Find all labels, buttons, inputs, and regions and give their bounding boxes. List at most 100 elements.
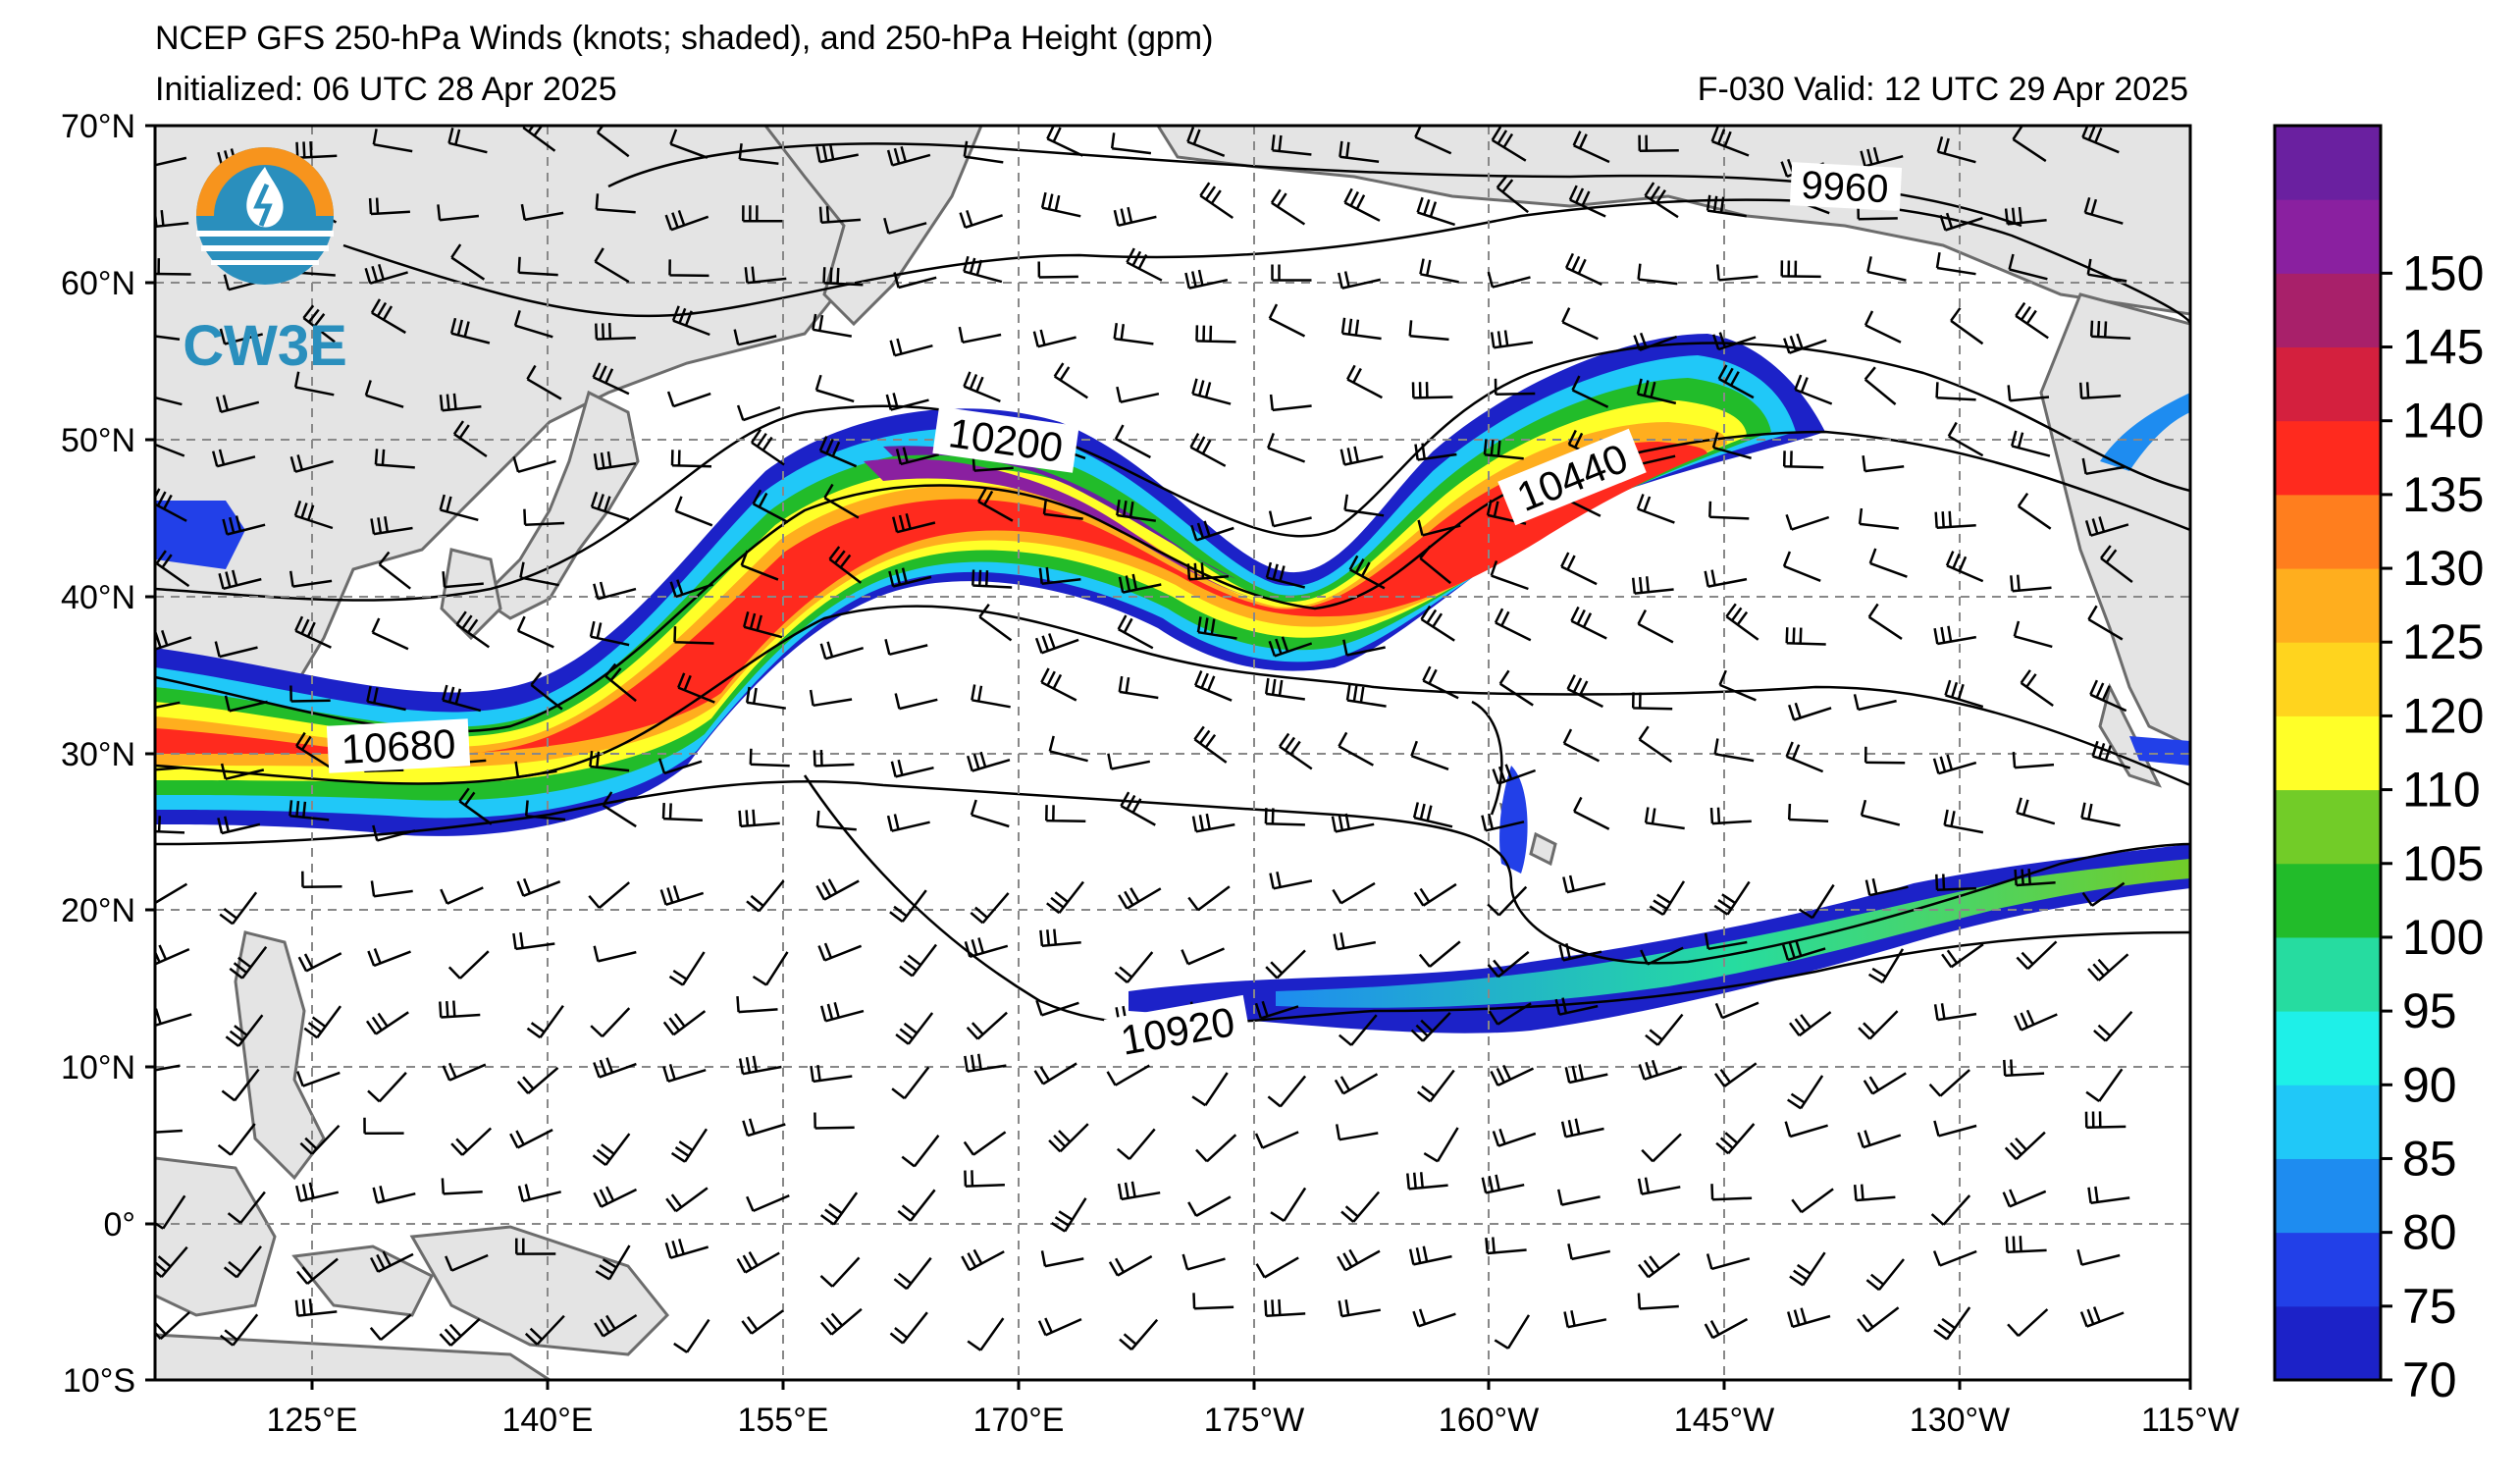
lon-tick-130w: 130°W	[1910, 1402, 2010, 1439]
wind-barb	[1195, 325, 1236, 344]
wind-barb	[2003, 1059, 2045, 1078]
wind-barb	[967, 751, 1011, 772]
wind-barb	[1564, 1064, 1608, 1085]
wind-barb	[1339, 446, 1384, 466]
wind-barb	[155, 944, 190, 966]
wind-barb	[964, 1053, 1007, 1073]
lon-tick-175w: 175°W	[1204, 1402, 1304, 1439]
lat-tick-40n: 40°N	[61, 579, 135, 616]
wind-barb	[1118, 887, 1162, 910]
wind-barb	[1713, 738, 1755, 763]
wind-barb	[509, 1128, 553, 1149]
wind-barb	[1264, 808, 1305, 826]
wind-barb	[1423, 1127, 1459, 1163]
wind-barb	[297, 952, 342, 973]
wind-barb	[1483, 439, 1524, 460]
wind-barb	[669, 129, 709, 159]
wind-barb	[1114, 951, 1154, 983]
wind-barb	[155, 1064, 181, 1072]
wind-barb	[301, 871, 342, 888]
wind-barb	[295, 731, 331, 768]
contour-label-box	[1497, 428, 1647, 526]
wind-barb	[2008, 253, 2048, 281]
wind-barb	[1040, 191, 1081, 218]
wind-barb	[1853, 694, 1897, 712]
wind-barb	[1190, 520, 1234, 542]
wind-barb	[1941, 943, 1984, 969]
wind-barb	[1928, 1069, 1970, 1097]
wind-barb	[963, 1131, 1007, 1156]
wind-barb	[1490, 1064, 1535, 1087]
wind-barb	[815, 810, 857, 831]
wind-barb	[819, 641, 865, 661]
wind-barb	[296, 1071, 341, 1087]
wind-barb	[367, 948, 411, 968]
wind-barb	[738, 809, 780, 828]
wind-barb	[1780, 260, 1821, 279]
wind-barb	[155, 381, 183, 406]
wind-barb	[817, 942, 863, 962]
wind-barb	[593, 1057, 637, 1079]
wind-barb	[2083, 196, 2124, 225]
wind-barb	[1264, 677, 1305, 701]
wind-barb	[1048, 735, 1088, 763]
wind-barb	[670, 450, 712, 468]
wind-barb	[439, 393, 482, 412]
wind-barb	[1348, 555, 1386, 590]
wind-barb	[516, 615, 554, 649]
wind-barb	[1270, 188, 1306, 226]
wind-barb	[1118, 573, 1162, 594]
wind-barb	[746, 1193, 790, 1213]
wind-barb	[1181, 1253, 1226, 1271]
wind-barb	[1338, 731, 1375, 767]
wind-barb	[303, 1005, 342, 1039]
wind-barb	[294, 1298, 338, 1317]
wind-barb	[1950, 307, 1984, 345]
wind-barb	[1631, 692, 1673, 711]
wind-barb	[1704, 932, 1748, 951]
wind-barb	[1641, 1133, 1682, 1163]
wind-barb	[750, 428, 785, 466]
wind-barb	[2004, 1131, 2046, 1161]
wind-barb	[1566, 674, 1603, 709]
wind-barb	[450, 243, 486, 281]
wind-barb	[1712, 332, 1757, 351]
wind-barb	[1564, 252, 1602, 287]
contour-label-9960: 9960	[1800, 164, 1889, 212]
wind-barb	[966, 1011, 1008, 1040]
colorbar-swatch	[2275, 642, 2381, 716]
wind-barb	[369, 1313, 412, 1342]
wind-barb	[595, 193, 636, 214]
colorbar-label: 90	[2402, 1057, 2457, 1112]
wind-barb	[1195, 1134, 1237, 1163]
wind-barb	[1416, 1069, 1455, 1103]
wind-barb	[1034, 633, 1079, 655]
wind-barb	[155, 701, 181, 710]
colorbar-label: 125	[2402, 614, 2484, 669]
wind-barb	[1265, 949, 1306, 980]
wind-barb	[371, 617, 409, 651]
wind-barb	[1191, 813, 1235, 833]
wind-barb	[2012, 752, 2055, 769]
wind-barb	[659, 885, 705, 906]
wind-barb	[2089, 320, 2131, 341]
wind-barb	[1340, 1191, 1381, 1223]
wind-barb	[1862, 455, 1905, 473]
wind-barb	[223, 1245, 262, 1279]
wind-barb	[959, 210, 1003, 229]
wind-barb	[594, 1313, 638, 1338]
wind-barb	[224, 695, 268, 713]
water-drop-icon	[246, 167, 284, 228]
wind-barb	[1640, 946, 1684, 966]
wind-barb	[2079, 1306, 2125, 1328]
wind-barb	[1187, 885, 1231, 912]
colorbar-swatch	[2275, 126, 2381, 200]
wind-barb	[1406, 1172, 1448, 1191]
graticule	[155, 126, 2190, 1380]
wind-barb	[588, 881, 631, 909]
contour-label-box	[1103, 994, 1252, 1067]
wind-barb	[671, 305, 710, 337]
wind-barb	[1864, 366, 1897, 405]
wind-barb	[1784, 1121, 1828, 1139]
wind-barb	[1485, 1237, 1527, 1255]
